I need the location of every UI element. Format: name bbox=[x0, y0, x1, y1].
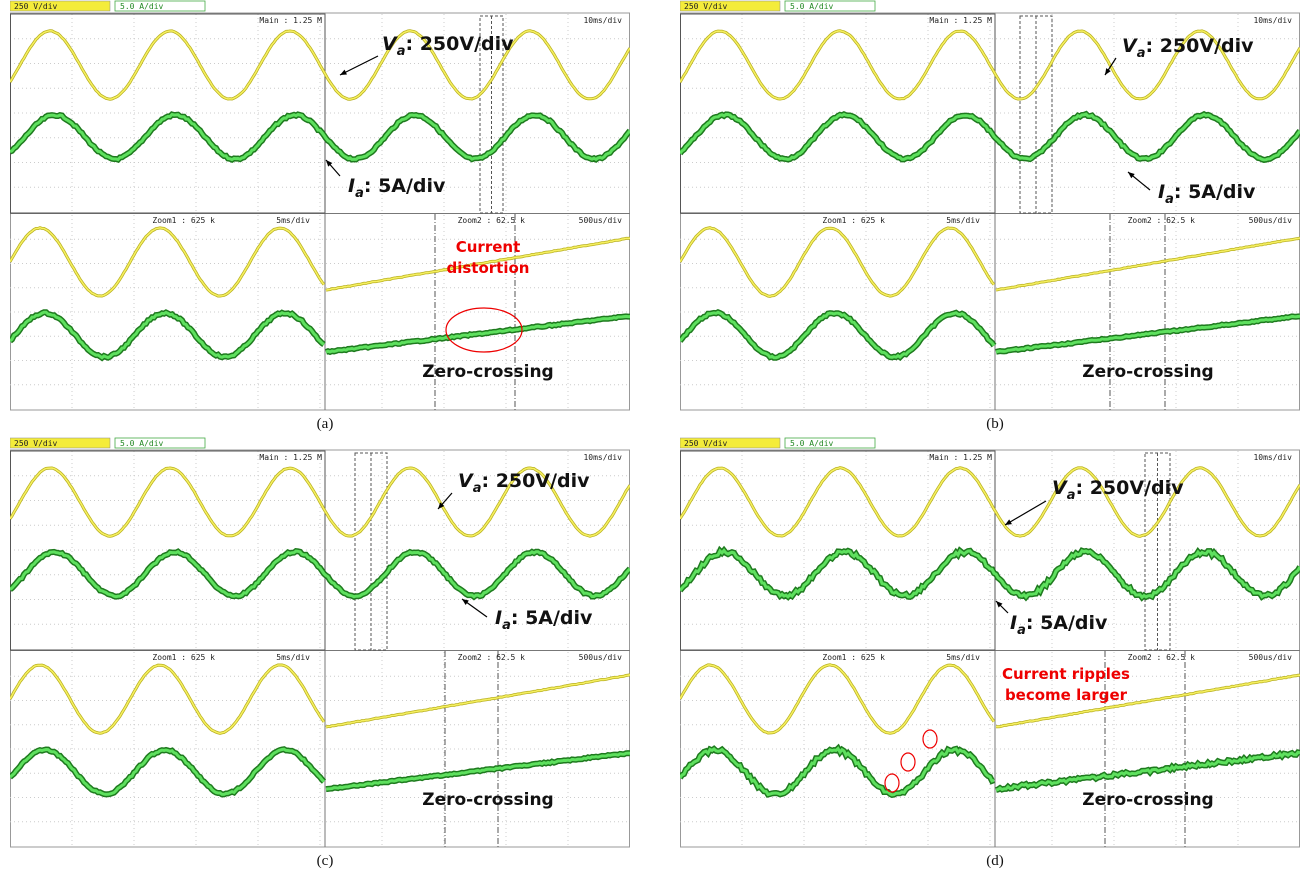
zoom2-label: Zoom2 : 62.5 k bbox=[1128, 216, 1196, 225]
screen-frame bbox=[681, 450, 1300, 847]
main-div: 10ms/div bbox=[1253, 453, 1292, 462]
va-subscript: a bbox=[1137, 46, 1146, 61]
zero-crossing: Zero-crossing bbox=[1082, 790, 1213, 810]
main-div: 10ms/div bbox=[583, 453, 622, 462]
zoom2-label: Zoom2 : 62.5 k bbox=[458, 216, 526, 225]
ia-text: : 5A/div bbox=[364, 175, 446, 197]
zoom2-div: 500us/div bbox=[579, 216, 623, 225]
zoom1-label: Zoom1 : 625 k bbox=[152, 653, 215, 662]
ia-text: : 5A/div bbox=[511, 607, 593, 629]
scope-screen: 250 V/div 5.0 A/div Main : 1.25 M 10ms/div Z… bbox=[680, 437, 1300, 869]
caption: (a) bbox=[317, 416, 334, 432]
zoom1-div: 5ms/div bbox=[276, 653, 310, 662]
main-div: 10ms/div bbox=[583, 16, 622, 25]
ia-symbol: I bbox=[495, 607, 502, 629]
ia-symbol: I bbox=[1010, 612, 1017, 634]
zoom1-div: 5ms/div bbox=[946, 216, 980, 225]
screen-frame bbox=[11, 450, 630, 847]
scope-screen: 250 V/div 5.0 A/div Main : 1.25 M 10ms/div Z… bbox=[10, 437, 630, 869]
ia-subscript: a bbox=[1165, 192, 1174, 207]
amp-scale: 5.0 A/div bbox=[790, 439, 834, 448]
zoom2-div: 500us/div bbox=[1249, 216, 1293, 225]
zoom1-label: Zoom1 : 625 k bbox=[822, 216, 885, 225]
amp-scale: 5.0 A/div bbox=[790, 2, 834, 11]
scope-screen: 250 V/div 5.0 A/div Main : 1.25 M 10ms/div Z… bbox=[680, 0, 1300, 432]
ia-subscript: a bbox=[1017, 623, 1026, 638]
zoom1-label: Zoom1 : 625 k bbox=[822, 653, 885, 662]
screen-frame bbox=[11, 13, 630, 410]
va-subscript: a bbox=[473, 481, 482, 496]
va-symbol: V bbox=[458, 470, 474, 492]
volt-scale: 250 V/div bbox=[684, 439, 728, 448]
zoom1-label: Zoom1 : 625 k bbox=[152, 216, 215, 225]
volt-scale: 250 V/div bbox=[14, 439, 58, 448]
red-note: Current bbox=[456, 238, 521, 256]
va-text: : 250V/div bbox=[406, 33, 515, 55]
va-symbol: V bbox=[382, 33, 398, 55]
ia-symbol: I bbox=[348, 175, 355, 197]
scope-panel: 250 V/div 5.0 A/div Main : 1.25 M 10ms/div Z… bbox=[10, 437, 630, 869]
ia-symbol: I bbox=[1158, 181, 1165, 203]
ia-text: : 5A/div bbox=[1174, 181, 1256, 203]
main-div: 10ms/div bbox=[1253, 16, 1292, 25]
figure: 250 V/div 5.0 A/div Main : 1.25 M 10ms/div Z… bbox=[0, 0, 1304, 869]
red-note: become larger bbox=[1005, 686, 1128, 704]
scope-panel: 250 V/div 5.0 A/div Main : 1.25 M 10ms/div Z… bbox=[680, 0, 1300, 432]
zoom2-div: 500us/div bbox=[579, 653, 623, 662]
volt-scale: 250 V/div bbox=[14, 2, 58, 11]
zoom2-label: Zoom2 : 62.5 k bbox=[1128, 653, 1196, 662]
va-subscript: a bbox=[397, 44, 406, 59]
zoom2-div: 500us/div bbox=[1249, 653, 1293, 662]
red-note: distortion bbox=[447, 259, 530, 277]
va-text: : 250V/div bbox=[1146, 35, 1255, 57]
ia-subscript: a bbox=[502, 618, 511, 633]
main-label: Main : 1.25 M bbox=[929, 453, 992, 462]
ia-subscript: a bbox=[355, 186, 364, 201]
main-label: Main : 1.25 M bbox=[259, 16, 322, 25]
caption: (c) bbox=[317, 853, 334, 869]
caption: (d) bbox=[986, 853, 1004, 869]
va-symbol: V bbox=[1122, 35, 1138, 57]
zoom1-div: 5ms/div bbox=[946, 653, 980, 662]
zero-crossing: Zero-crossing bbox=[422, 790, 553, 810]
scope-screen: 250 V/div 5.0 A/div Main : 1.25 M 10ms/div Z… bbox=[10, 0, 630, 432]
zero-crossing: Zero-crossing bbox=[422, 362, 553, 382]
va-symbol: V bbox=[1052, 477, 1068, 499]
main-label: Main : 1.25 M bbox=[259, 453, 322, 462]
ia-text: : 5A/div bbox=[1026, 612, 1108, 634]
main-label: Main : 1.25 M bbox=[929, 16, 992, 25]
scope-panel: 250 V/div 5.0 A/div Main : 1.25 M 10ms/div Z… bbox=[680, 437, 1300, 869]
zero-crossing: Zero-crossing bbox=[1082, 362, 1213, 382]
scope-panel: 250 V/div 5.0 A/div Main : 1.25 M 10ms/div Z… bbox=[10, 0, 630, 432]
amp-scale: 5.0 A/div bbox=[120, 2, 164, 11]
red-note: Current ripples bbox=[1002, 665, 1130, 683]
va-text: : 250V/div bbox=[482, 470, 591, 492]
va-subscript: a bbox=[1067, 488, 1076, 503]
screen-frame bbox=[681, 13, 1300, 410]
va-text: : 250V/div bbox=[1076, 477, 1185, 499]
zoom1-div: 5ms/div bbox=[276, 216, 310, 225]
zoom2-label: Zoom2 : 62.5 k bbox=[458, 653, 526, 662]
volt-scale: 250 V/div bbox=[684, 2, 728, 11]
caption: (b) bbox=[986, 416, 1004, 432]
amp-scale: 5.0 A/div bbox=[120, 439, 164, 448]
